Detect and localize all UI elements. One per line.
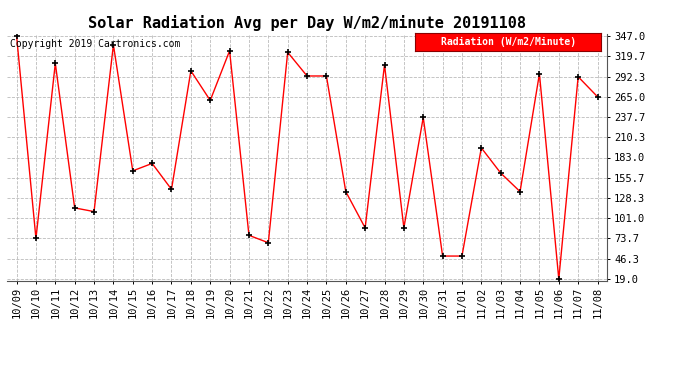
Text: Copyright 2019 Cartronics.com: Copyright 2019 Cartronics.com: [10, 39, 180, 49]
Title: Solar Radiation Avg per Day W/m2/minute 20191108: Solar Radiation Avg per Day W/m2/minute …: [88, 15, 526, 31]
